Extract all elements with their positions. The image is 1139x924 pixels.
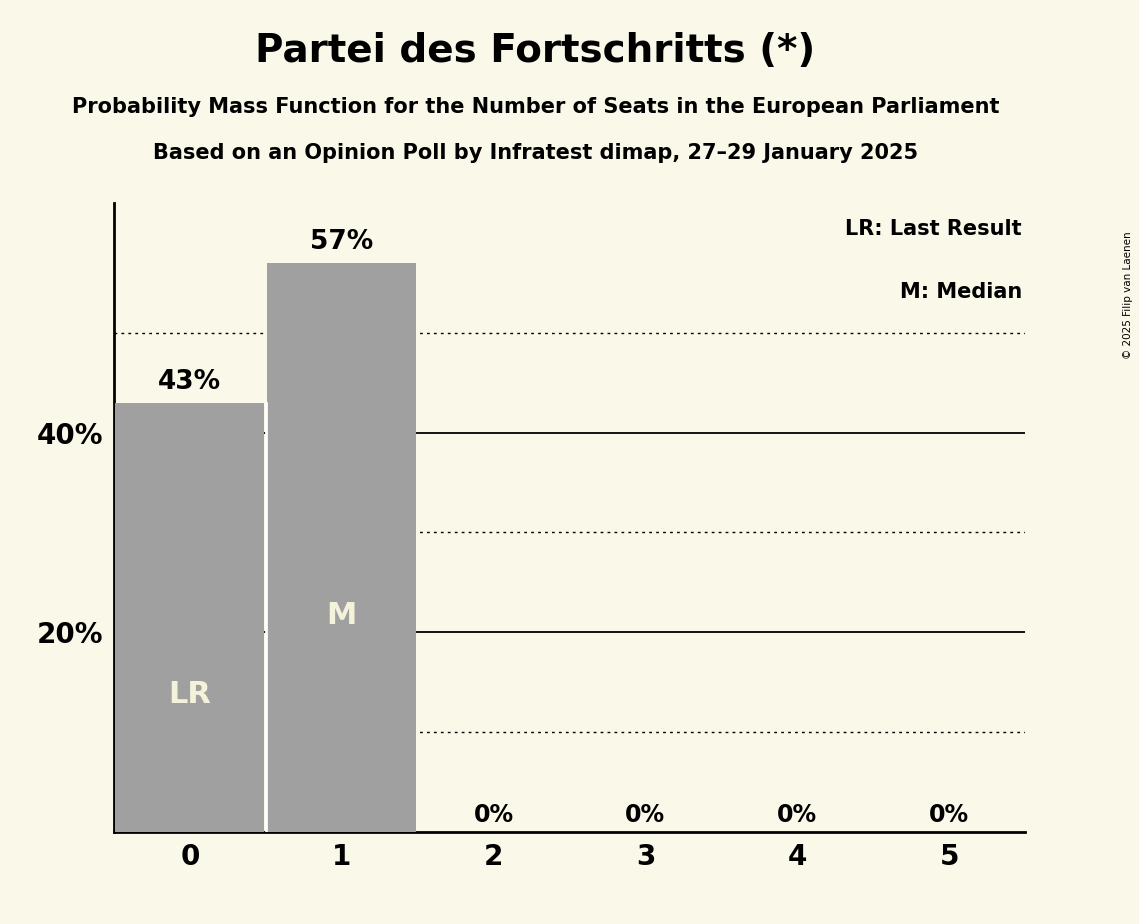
Text: Partei des Fortschritts (*): Partei des Fortschritts (*) — [255, 32, 816, 70]
Text: LR: LR — [169, 680, 211, 709]
Text: LR: Last Result: LR: Last Result — [845, 219, 1022, 239]
Text: M: Median: M: Median — [900, 282, 1022, 302]
Text: 0%: 0% — [929, 803, 969, 827]
Text: M: M — [327, 602, 357, 630]
Text: © 2025 Filip van Laenen: © 2025 Filip van Laenen — [1123, 231, 1133, 359]
Bar — [268, 263, 416, 832]
Text: Probability Mass Function for the Number of Seats in the European Parliament: Probability Mass Function for the Number… — [72, 97, 999, 117]
Text: 57%: 57% — [310, 229, 374, 255]
Text: 0%: 0% — [625, 803, 665, 827]
Text: Based on an Opinion Poll by Infratest dimap, 27–29 January 2025: Based on an Opinion Poll by Infratest di… — [153, 143, 918, 164]
Bar — [115, 403, 264, 832]
Text: 0%: 0% — [474, 803, 514, 827]
Text: 0%: 0% — [777, 803, 818, 827]
Text: 43%: 43% — [158, 369, 221, 395]
